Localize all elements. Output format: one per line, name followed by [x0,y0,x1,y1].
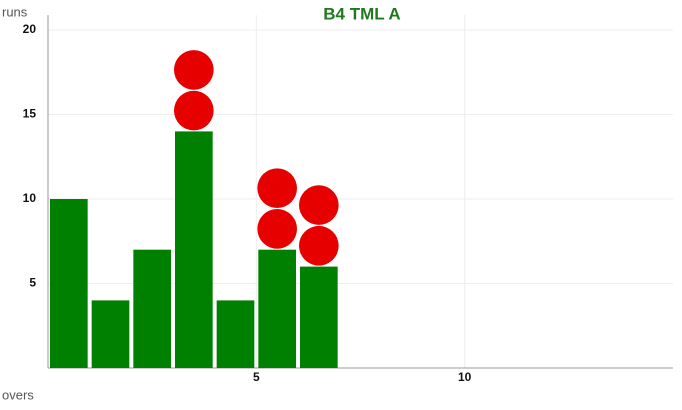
bar [175,131,213,368]
bar [133,249,171,368]
bar [258,249,296,368]
x-tick-label: 10 [458,370,472,384]
chart-title: B4 TML A [323,4,400,23]
bar [300,266,338,368]
bar [91,300,130,368]
y-tick-label: 10 [23,191,37,205]
wicket [257,209,297,249]
bar [216,300,255,368]
x-axis-label: overs [2,387,34,402]
wicket [257,168,297,209]
y-tick-label: 5 [29,276,36,290]
wicket [174,50,214,90]
wicket [174,90,214,131]
bar [50,199,88,368]
y-tick-label: 20 [23,22,37,36]
wicket [299,185,339,225]
wicket [299,225,339,266]
y-tick-label: 15 [23,107,37,121]
y-axis-label: runs [2,4,28,19]
x-tick-label: 5 [253,370,260,384]
